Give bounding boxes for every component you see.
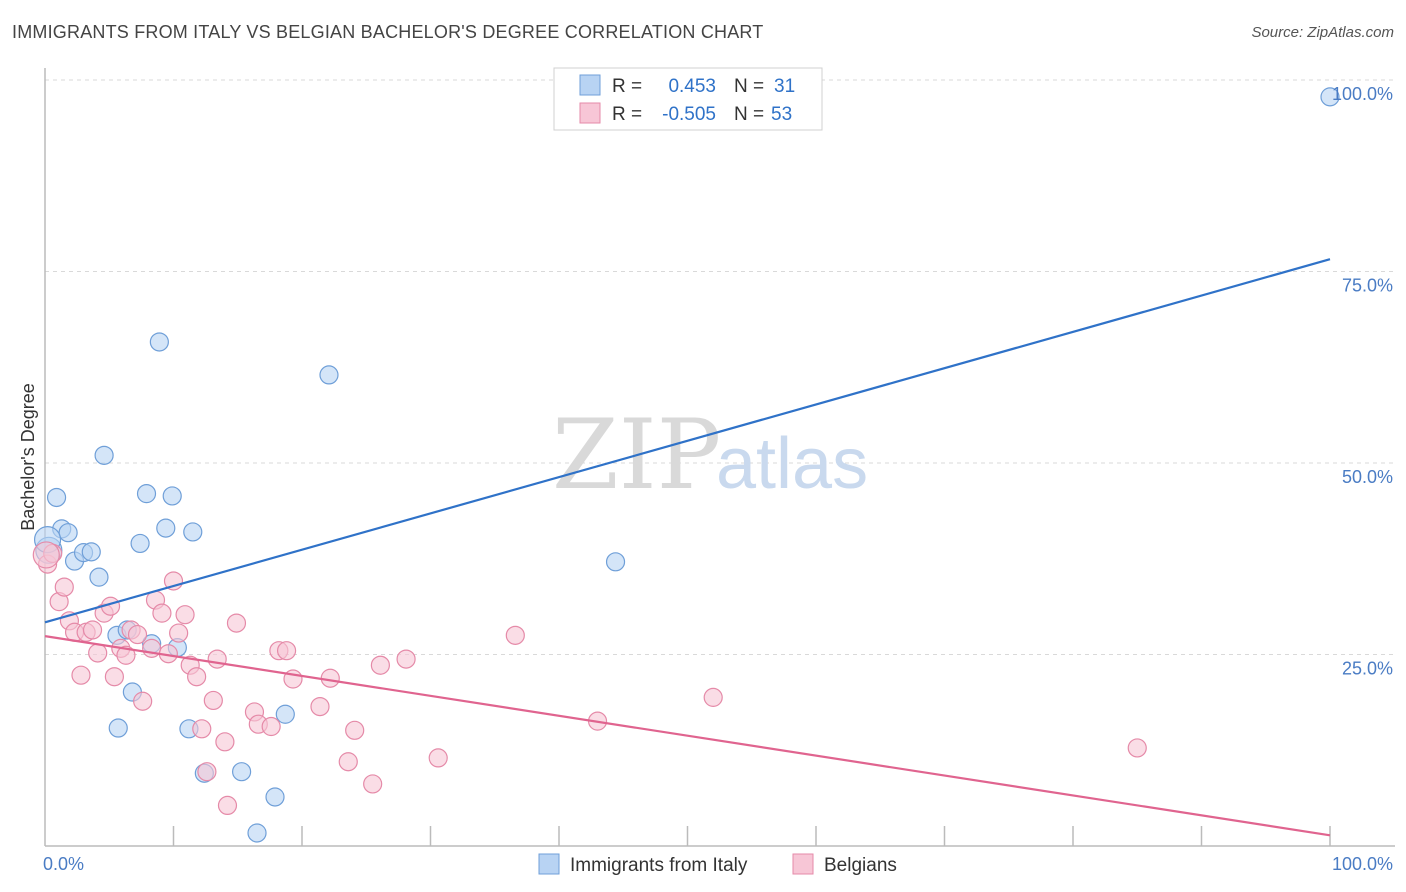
italy-point-29 [247, 823, 267, 843]
bottom-legend: Immigrants from Italy Belgians [538, 853, 897, 876]
italy-point-24 [265, 787, 285, 807]
belg-point-45 [370, 655, 390, 675]
italy-point-14 [136, 484, 157, 504]
legend-r-label-italy: R = [612, 76, 642, 97]
italy-point-8 [94, 445, 114, 465]
italy-point-17 [156, 518, 176, 538]
belg-point-46 [396, 649, 416, 669]
x-tick-label-100: 100.0% [1332, 854, 1393, 874]
chart-title: IMMIGRANTS FROM ITALY VS BELGIAN BACHELO… [12, 22, 764, 42]
axes [44, 68, 1395, 847]
italy-point-27 [605, 552, 626, 572]
legend-swatch-italy [579, 74, 601, 96]
italy-trend-line [44, 258, 1331, 624]
belg-point-50 [703, 687, 723, 707]
italy-point-7 [89, 567, 109, 587]
italy-point-23 [232, 762, 252, 782]
italy-point-21 [183, 522, 203, 542]
y-tick-label-75: 75.0% [1342, 276, 1393, 296]
italy-point-26 [319, 365, 339, 385]
belg-point-33 [226, 613, 247, 633]
y-tick-label-100: 100.0% [1332, 84, 1393, 104]
italy-point-13 [130, 533, 150, 554]
belg-point-27 [192, 719, 212, 739]
bottom-legend-swatch-italy[interactable] [538, 853, 560, 875]
legend: R = 0.453 N = 31 R = -0.505 N = 53 [553, 67, 823, 131]
watermark: ZIP atlas [552, 399, 868, 511]
belg-point-12 [104, 667, 124, 687]
belg-point-9 [88, 643, 108, 663]
belg-trend-line [44, 635, 1331, 837]
trend-lines [44, 258, 1331, 837]
legend-r-value-italy: 0.453 [668, 76, 716, 97]
italy-point-25 [275, 704, 295, 724]
belg-point-32 [217, 795, 238, 816]
y-tick-label-50: 50.0% [1342, 467, 1393, 487]
belg-point-43 [345, 720, 365, 740]
belg-point-42 [338, 752, 358, 772]
legend-n-value-italy: 31 [774, 76, 795, 97]
belg-point-23 [169, 623, 189, 643]
legend-n-value-belg: 53 [771, 104, 792, 125]
belg-point-28 [197, 762, 217, 782]
legend-n-label-italy: N = [734, 76, 764, 97]
belg-point-26 [187, 667, 207, 687]
belg-point-29 [203, 690, 223, 711]
y-axis-label: Bachelor's Degree [18, 383, 38, 531]
belg-point-36 [261, 716, 281, 737]
italy-point-3 [58, 523, 78, 543]
italy-point-1 [46, 487, 67, 508]
legend-n-label-belg: N = [734, 104, 764, 125]
x-tick-label-0: 0.0% [43, 854, 84, 874]
grid [45, 79, 1395, 655]
belg-point-14 [116, 645, 136, 665]
data-points [32, 87, 1340, 843]
belg-point-31 [215, 732, 235, 752]
belg-point-3 [54, 577, 74, 597]
legend-r-label-belg: R = [612, 104, 642, 125]
belg-point-20 [152, 603, 172, 623]
bottom-legend-label-italy[interactable]: Immigrants from Italy [570, 855, 748, 876]
legend-r-value-belg: -0.505 [662, 104, 716, 125]
italy-point-10 [108, 718, 128, 738]
italy-point-6 [81, 542, 101, 562]
chart-source: Source: ZipAtlas.com [1251, 24, 1394, 41]
legend-swatch-belg [579, 102, 601, 124]
watermark-atlas: atlas [716, 424, 868, 504]
italy-point-28 [1320, 87, 1340, 107]
belg-point-24 [175, 605, 195, 625]
belg-point-16 [127, 624, 148, 645]
italy-point-16 [149, 332, 169, 352]
belg-point-38 [276, 641, 297, 661]
italy-point-18 [162, 486, 182, 506]
tick-labels: 25.0% 50.0% 75.0% 100.0% 0.0% 100.0% [43, 84, 1393, 874]
belg-point-51 [1127, 738, 1147, 758]
bottom-legend-swatch-belg[interactable] [792, 853, 814, 875]
belg-point-44 [363, 774, 383, 794]
belg-point-47 [428, 748, 448, 768]
belg-point-48 [505, 625, 525, 645]
belg-point-17 [133, 691, 153, 711]
belg-point-30 [207, 649, 227, 669]
belg-point-8 [82, 620, 103, 640]
y-tick-label-25: 25.0% [1342, 659, 1393, 679]
belg-point-52 [32, 541, 60, 569]
belg-point-6 [71, 665, 91, 685]
bottom-legend-label-belg[interactable]: Belgians [824, 855, 897, 876]
belg-point-40 [310, 696, 330, 717]
